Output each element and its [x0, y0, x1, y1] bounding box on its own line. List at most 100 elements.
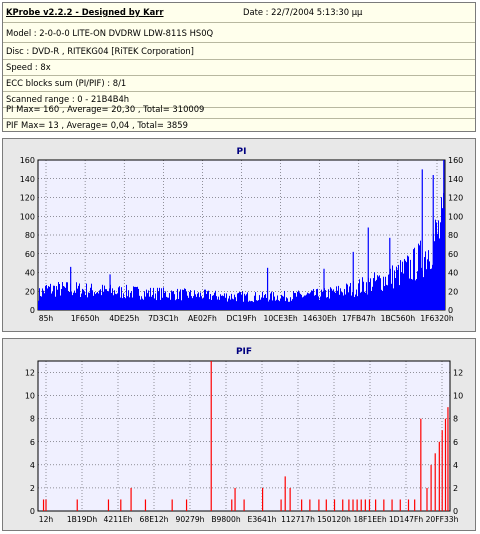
pi-bar	[83, 289, 84, 310]
pi-bar	[120, 297, 121, 310]
x-tick-label: 17FB47h	[342, 314, 376, 323]
pi-bar	[125, 298, 126, 310]
pi-bar	[207, 291, 208, 310]
pi-bar	[71, 292, 72, 310]
pi-bar	[106, 289, 107, 310]
pi-bar	[111, 292, 112, 310]
pi-bar	[363, 281, 364, 310]
pi-bar	[238, 292, 239, 310]
pi-bar	[54, 285, 55, 310]
pi-bar	[179, 291, 180, 310]
x-tick-label: DC19Fh	[227, 314, 257, 323]
pi-bar	[437, 233, 438, 310]
pi-bar	[81, 293, 82, 310]
pi-bar	[160, 299, 161, 310]
pi-bar	[290, 297, 291, 310]
y-tick-label-right: 12	[453, 369, 463, 378]
pi-bar	[51, 293, 52, 310]
pi-bar	[132, 297, 133, 310]
y-tick-label: 140	[20, 175, 35, 184]
pi-bar	[327, 297, 328, 310]
range-text: Scanned range : 0 - 21B4B4h	[6, 94, 130, 104]
pi-bar	[306, 294, 307, 310]
pi-bar	[340, 288, 341, 310]
pi-bar	[424, 257, 425, 310]
pi-bar	[98, 293, 99, 310]
pi-bar	[220, 294, 221, 310]
pi-bar	[46, 284, 47, 310]
x-tick-label: 14630Eh	[303, 314, 337, 323]
x-tick-label: 10CE3Eh	[263, 314, 297, 323]
pi-bar	[136, 287, 137, 310]
pi-peak-bar	[389, 237, 391, 310]
pi-bar	[153, 287, 154, 310]
pi-bar	[241, 294, 242, 310]
pi-bar	[262, 291, 263, 310]
pif-bar	[280, 499, 282, 511]
pi-bar	[430, 269, 431, 310]
pi-bar	[329, 298, 330, 310]
pi-bar	[349, 286, 350, 310]
pi-bar	[400, 260, 401, 310]
pi-bar	[277, 295, 278, 310]
pif-bar	[76, 499, 78, 511]
x-tick-label: 1F650h	[71, 314, 100, 323]
pi-bar	[264, 295, 265, 310]
pi-bar	[190, 290, 191, 310]
pi-bar	[398, 264, 399, 310]
pi-bar	[322, 291, 323, 310]
pi-bar	[180, 289, 181, 310]
pif-bar	[45, 499, 47, 511]
y-tick-label: 80	[25, 231, 35, 240]
pi-bar	[56, 286, 57, 310]
pi-bar	[84, 291, 85, 310]
pi-bar	[309, 293, 310, 310]
pi-bar	[141, 296, 142, 310]
pi-bar	[248, 301, 249, 310]
pif-bar	[333, 499, 336, 511]
pi-bar	[213, 295, 214, 310]
pi-bar	[173, 291, 174, 310]
pi-bar	[394, 270, 395, 310]
pi-bar	[259, 295, 260, 310]
pi-bar	[367, 294, 368, 310]
pi-bar	[247, 292, 248, 310]
pi-bar	[318, 296, 319, 310]
pi-bar	[162, 297, 163, 310]
pi-bar	[393, 288, 394, 310]
pi-bar	[95, 294, 96, 310]
y-tick-label-right: 120	[448, 194, 463, 203]
pi-bar	[67, 282, 68, 310]
pi-bar	[416, 278, 417, 310]
pi-bar	[143, 299, 144, 310]
pi-bar	[181, 300, 182, 310]
y-tick-label-right: 0	[453, 507, 458, 516]
pi-bar	[312, 290, 313, 310]
pi-bar	[205, 289, 206, 310]
pi-bar	[341, 291, 342, 310]
pi-bar	[233, 299, 234, 310]
pi-bar	[308, 293, 309, 310]
y-tick-label: 12	[25, 369, 35, 378]
pi-bar	[91, 283, 92, 310]
pi-bar	[165, 291, 166, 310]
chart-title: PI	[237, 147, 247, 157]
pi-bar	[100, 289, 101, 310]
y-tick-label: 120	[20, 194, 35, 203]
pi-bar	[204, 289, 205, 310]
pif-bar	[356, 499, 358, 511]
pi-bar	[255, 292, 256, 310]
pi-bar	[287, 298, 288, 310]
pi-bar	[404, 258, 405, 310]
pi-bar	[115, 293, 116, 310]
pi-bar	[439, 238, 440, 310]
pi-bar	[441, 197, 442, 310]
pi-bar	[314, 295, 315, 310]
pi-bar	[193, 296, 194, 310]
pi-bar	[438, 220, 439, 310]
pi-bar	[354, 297, 355, 310]
pi-bar	[297, 291, 298, 310]
pi-bar	[239, 291, 240, 310]
pi-bar	[182, 289, 183, 310]
pi-bar	[202, 298, 203, 310]
